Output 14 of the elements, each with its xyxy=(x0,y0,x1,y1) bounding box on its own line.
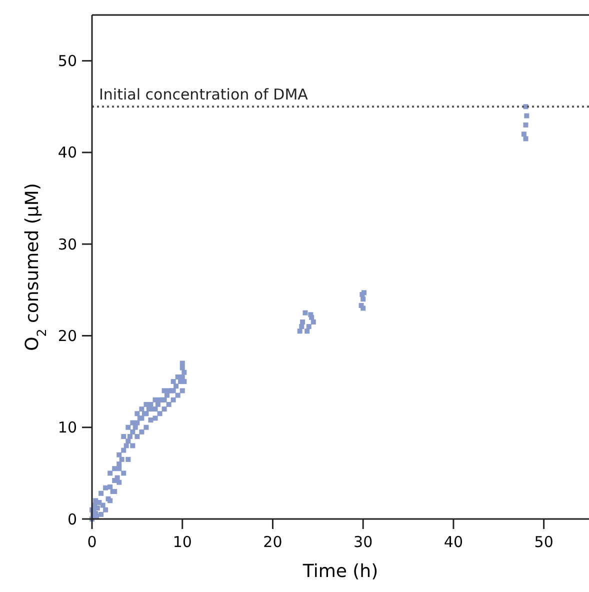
y-tick-label: 30 xyxy=(58,235,77,254)
x-tick-label: 0 xyxy=(87,533,97,551)
x-tick-label: 40 xyxy=(444,533,463,551)
y-tick-label: 50 xyxy=(58,52,77,70)
x-tick-label: 10 xyxy=(172,533,192,551)
x-axis-title: Time (h) xyxy=(302,561,378,582)
x-tick-label: 20 xyxy=(263,533,282,551)
y-tick-label: 0 xyxy=(67,510,77,528)
y-tick-label: 10 xyxy=(58,418,77,437)
y-tick-label: 40 xyxy=(58,144,77,162)
x-tick-label: 30 xyxy=(354,533,373,551)
ref-line-label: Initial concentration of DMA xyxy=(99,86,309,104)
x-tick-label: 50 xyxy=(534,533,554,551)
y-tick-label: 20 xyxy=(58,326,77,345)
